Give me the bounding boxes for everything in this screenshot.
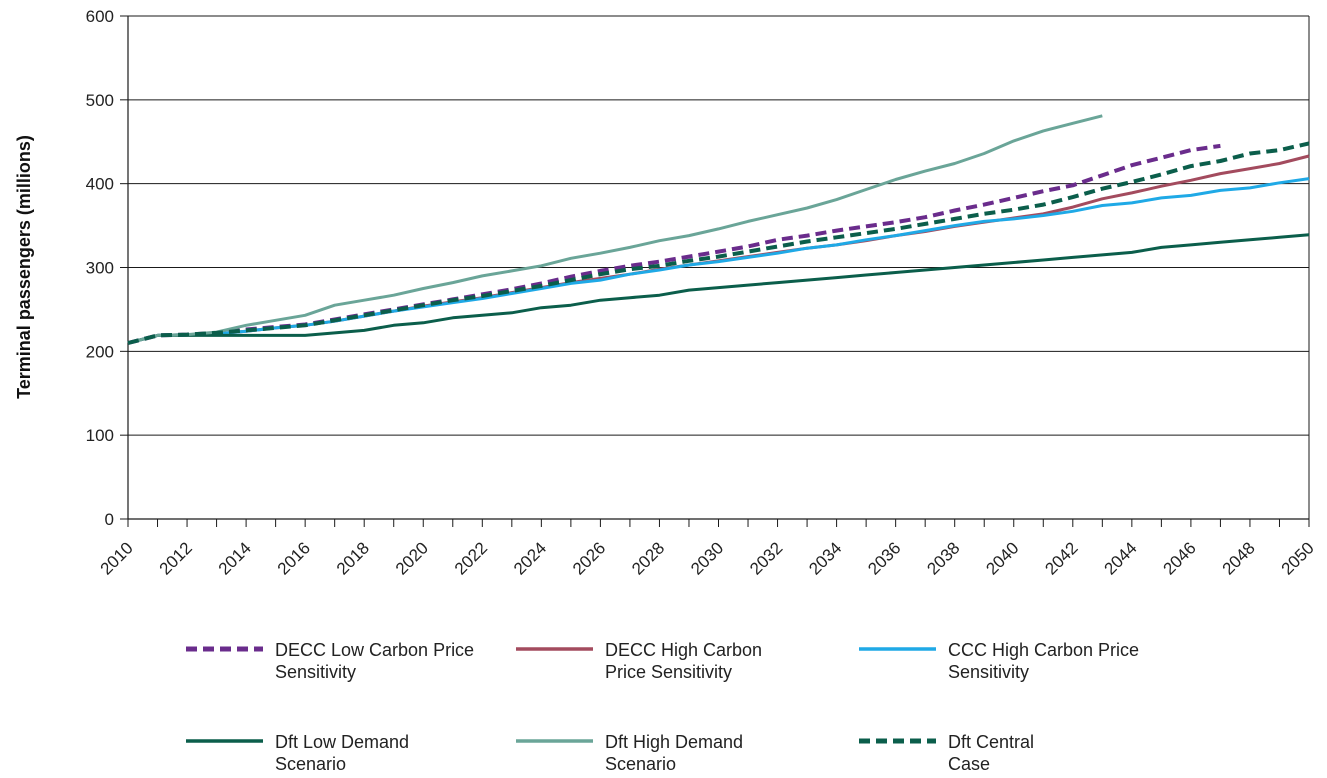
x-tick-label-2026: 2026 [569,538,609,578]
legend-label-dft-central-case: Dft Central Case [948,732,1034,774]
series-line-dft-high-demand-scenario [127,114,1103,345]
x-tick-label-2016: 2016 [274,538,314,578]
legend-label-decc-low-carbon-price-sensitivity: DECC Low Carbon Price Sensitivity [275,640,474,682]
grid-lines [128,15,1309,436]
x-tick-label-2018: 2018 [333,538,373,578]
series-line-dft-low-demand-scenario [127,233,1310,345]
y-axis-title: Terminal passengers (millions) [14,135,34,399]
legend-label-decc-high-carbon-price-sensitivity: DECC High Carbon Price Sensitivity [605,640,762,682]
y-tick-labels: 0 100 200 300 400 500 600 [86,7,114,529]
y-tick-label-0: 0 [105,510,114,529]
x-tick-label-2032: 2032 [746,538,786,578]
series-lines [127,114,1310,345]
legend-label-dft-low-demand-scenario: Dft Low Demand Scenario [275,732,409,774]
x-tick-labels: 2010 2012 2014 2016 2018 2020 2022 2024 2026 2028… [97,538,1318,578]
x-tick-label-2044: 2044 [1100,538,1140,578]
legend: DECC Low Carbon Price Sensitivity DECC Hig… [186,640,1139,774]
x-tick-label-2050: 2050 [1278,538,1318,578]
x-tick-label-2038: 2038 [923,538,963,578]
x-tick-label-2022: 2022 [451,538,491,578]
x-tick-label-2012: 2012 [156,538,196,578]
x-tick-label-2048: 2048 [1219,538,1259,578]
axes [120,15,1310,527]
x-tick-label-2010: 2010 [97,538,137,578]
series-line-ccc-high-carbon-price-sensitivity [127,177,1310,345]
y-tick-label-400: 400 [86,175,114,194]
x-tick-label-2034: 2034 [805,538,845,578]
x-tick-label-2028: 2028 [628,538,668,578]
y-tick-label-100: 100 [86,426,114,445]
x-tick-label-2020: 2020 [392,538,432,578]
x-tick-label-2036: 2036 [864,538,904,578]
y-tick-label-600: 600 [86,7,114,26]
y-tick-label-500: 500 [86,91,114,110]
series-line-decc-low-carbon-price-sensitivity [127,143,1221,345]
legend-label-ccc-high-carbon-price-sensitivity: CCC High Carbon Price Sensitivity [948,640,1139,682]
x-tick-label-2024: 2024 [510,538,550,578]
x-tick-label-2040: 2040 [982,538,1022,578]
x-tick-label-2042: 2042 [1041,538,1081,578]
legend-label-dft-high-demand-scenario: Dft High Demand Scenario [605,732,743,774]
x-tick-label-2046: 2046 [1160,538,1200,578]
y-tick-label-300: 300 [86,259,114,278]
x-tick-label-2014: 2014 [215,538,255,578]
series-line-dft-central-case [127,141,1310,345]
y-tick-label-200: 200 [86,342,114,361]
x-tick-label-2030: 2030 [687,538,727,578]
